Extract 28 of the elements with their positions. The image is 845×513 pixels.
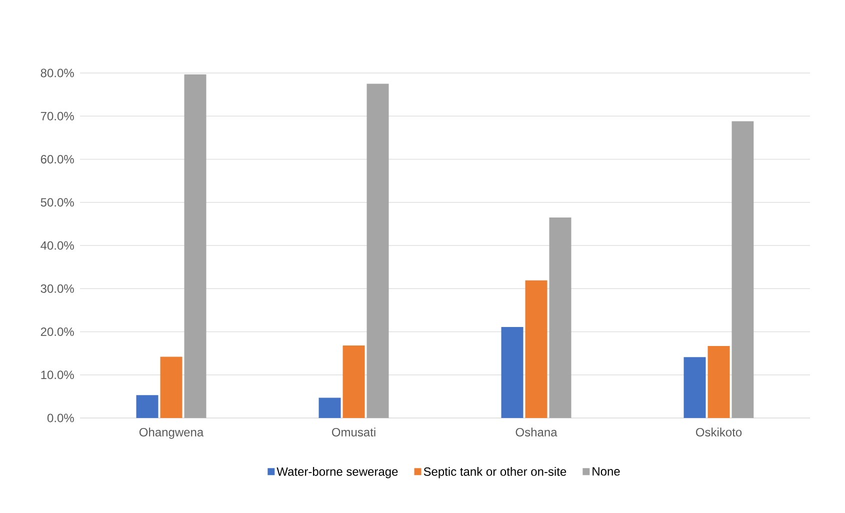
y-tick-label: 40.0% [40,241,74,250]
x-tick-label: Oshana [516,428,558,436]
x-tick-label: Ohangwena [139,428,204,439]
bar [501,326,524,418]
bar [732,121,754,418]
legend-label: Water-borne sewerage [276,467,398,478]
bar [342,346,365,418]
bar [525,280,548,418]
y-tick-label: 80.0% [40,68,74,78]
bar [366,84,389,418]
y-tick-label: 20.0% [40,327,74,336]
y-tick-label: 70.0% [40,112,74,120]
legend-label: Septic tank or other on-site [424,467,566,478]
bar [136,395,158,418]
y-tick-label: 10.0% [41,370,74,380]
y-tick-label: 50.0% [40,198,74,207]
bar [684,357,706,418]
bar [318,398,341,418]
x-tick-label: Omusati [332,428,376,436]
bar [708,346,730,418]
y-tick-label: 60.0% [40,155,74,164]
bar [184,74,206,418]
y-tick-label: 30.0% [40,284,74,293]
bar [160,356,182,418]
x-tick-label: Oskikoto [696,428,742,436]
y-tick-label: 0.0% [47,414,74,422]
bar [549,217,572,418]
legend-label: None [592,467,620,476]
